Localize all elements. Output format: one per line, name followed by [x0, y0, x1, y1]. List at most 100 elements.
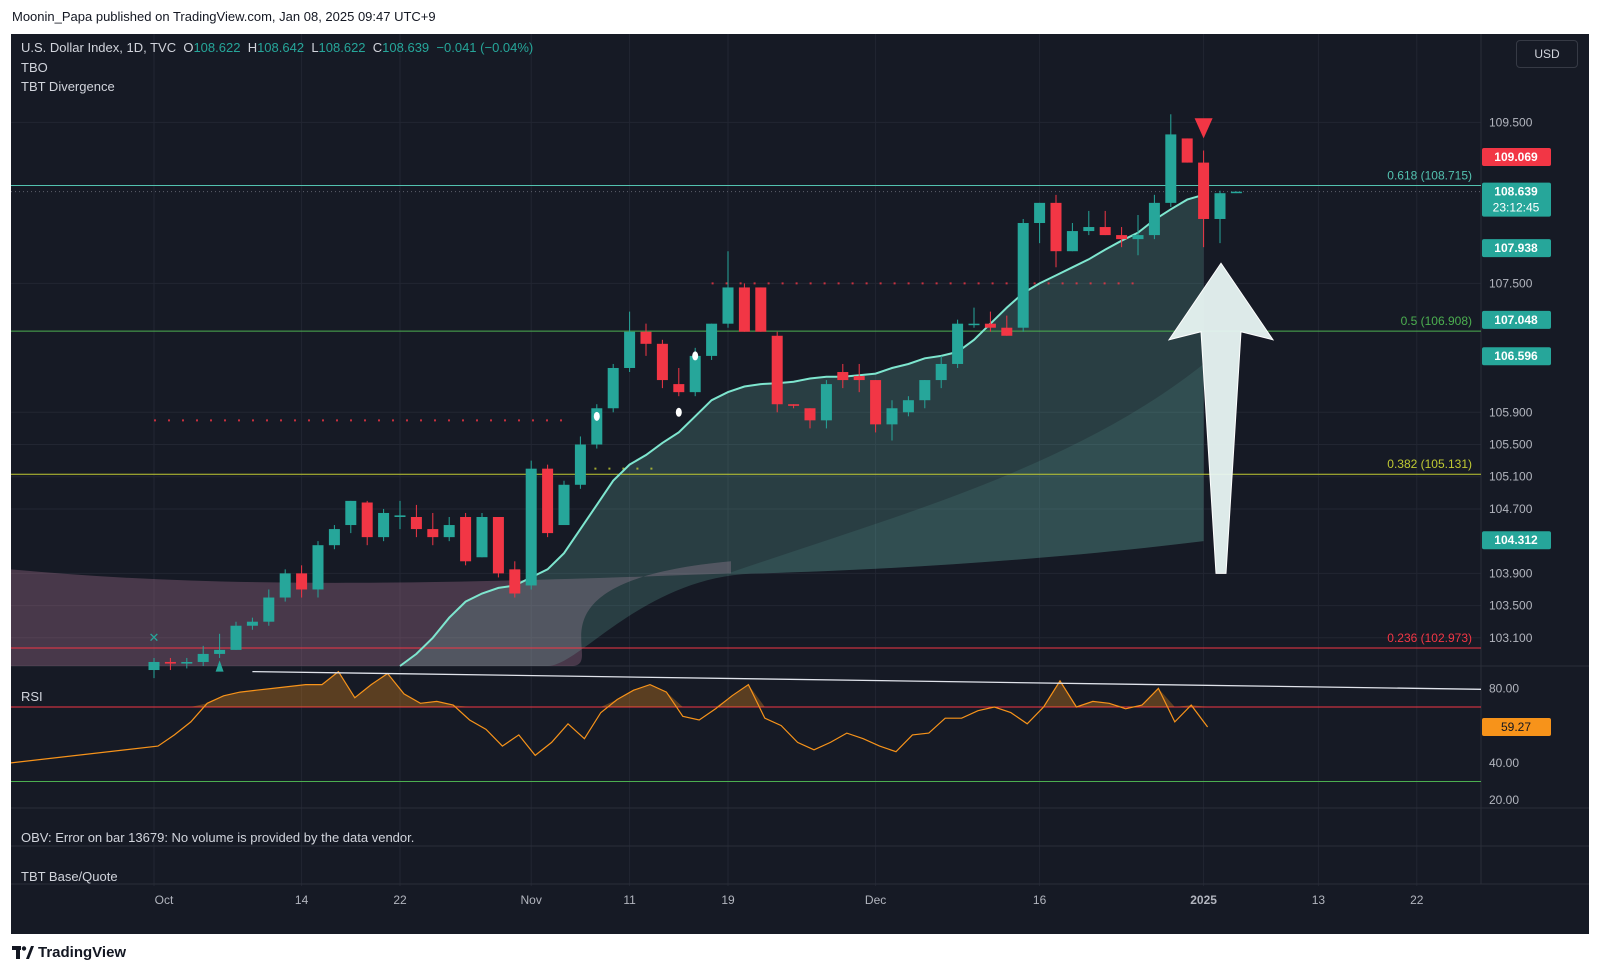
candle-body	[246, 621, 258, 626]
candle-body	[1214, 193, 1226, 219]
candle-body	[197, 653, 209, 662]
candle-body	[738, 287, 750, 332]
signal-down-triangle	[1194, 118, 1213, 139]
candle-body	[230, 625, 242, 650]
candle-body	[870, 380, 882, 425]
tradingview-logo-icon	[12, 945, 34, 959]
signal-white-marker	[593, 411, 600, 421]
price-tick-label: 109.500	[1489, 115, 1533, 129]
rsi-line	[11, 670, 1209, 764]
candle-body	[181, 661, 193, 664]
price-badge	[1482, 182, 1551, 217]
fib-label: 0.382 (105.131)	[1387, 457, 1472, 471]
candle-body	[722, 287, 734, 324]
candle-body	[1198, 162, 1210, 219]
fib-label: 0.236 (102.973)	[1387, 631, 1472, 645]
candle-body	[755, 287, 767, 332]
candle-body	[378, 512, 390, 538]
time-tick-label: 14	[295, 893, 309, 907]
currency-button[interactable]: USD	[1516, 40, 1578, 68]
countdown-text: 23:12:45	[1493, 201, 1540, 215]
candle-body	[820, 384, 832, 421]
rsi-tick-label: 20.00	[1489, 793, 1519, 807]
bullish-cloud-inner	[728, 363, 1204, 574]
candle-body	[394, 515, 406, 517]
indicator-obv-error[interactable]: OBV: Error on bar 13679: No volume is pr…	[21, 830, 415, 845]
signal-white-marker	[675, 407, 682, 417]
candle-body	[1165, 134, 1177, 203]
candle-body	[1017, 223, 1029, 328]
price-tick-label: 105.100	[1489, 470, 1533, 484]
price-tick-label: 107.500	[1489, 276, 1533, 290]
candle-body	[853, 376, 865, 381]
candle-body	[952, 323, 964, 364]
candle-body	[296, 573, 308, 590]
candle-body	[984, 323, 996, 328]
indicator-tbt-base-label[interactable]: TBT Base/Quote	[21, 869, 118, 884]
price-chart-svg[interactable]: 0.618 (108.715) 0.5 (106.908) 0.382 (105.1…	[11, 34, 1589, 934]
high-label: H	[247, 40, 258, 55]
candle-body	[1083, 227, 1095, 232]
symbol-legend[interactable]: U.S. Dollar Index, 1D, TVC O108.622 H108…	[21, 40, 533, 55]
candle-body	[673, 384, 685, 393]
chart-area[interactable]: 0.618 (108.715) 0.5 (106.908) 0.382 (105.1…	[11, 34, 1589, 934]
candle-body	[410, 516, 422, 530]
bullish-cloud-band	[154, 194, 1204, 667]
price-badge-text: 106.596	[1494, 349, 1538, 363]
candle-body	[1116, 235, 1128, 240]
price-tick-label: 103.500	[1489, 599, 1533, 613]
signal-cross-marker: ✕	[149, 630, 160, 645]
candle-body	[148, 661, 160, 671]
price-badge-text: 109.069	[1494, 150, 1538, 164]
time-tick-label: 19	[721, 893, 735, 907]
time-tick-label: 22	[1410, 893, 1424, 907]
candle-body	[312, 545, 324, 590]
signal-up-triangle	[215, 660, 224, 672]
candle-body	[558, 484, 570, 526]
tradingview-logo[interactable]: TradingView	[12, 944, 126, 961]
candle-body	[164, 661, 176, 664]
candle-body	[788, 404, 800, 406]
price-badge-text: 107.048	[1494, 313, 1538, 327]
bearish-cloud-band	[11, 561, 731, 666]
candle-body	[1230, 191, 1242, 194]
candle-body	[1132, 235, 1144, 240]
rsi-value-badge	[1482, 717, 1551, 736]
price-tick-label: 103.900	[1489, 566, 1533, 580]
candle-body	[279, 573, 291, 598]
candle-body	[509, 569, 521, 594]
price-tick-label: 105.500	[1489, 438, 1533, 452]
price-badge-text: 104.312	[1494, 533, 1538, 547]
price-badge	[1482, 310, 1551, 329]
price-tick-label: 103.100	[1489, 631, 1533, 645]
change-value: −0.041 (−0.04%)	[436, 40, 534, 55]
candle-body	[1050, 202, 1062, 252]
candle-body	[263, 597, 275, 622]
candle-body	[935, 363, 947, 381]
indicator-tbt-divergence-label[interactable]: TBT Divergence	[21, 79, 115, 94]
low-value: 108.622	[318, 40, 366, 55]
time-tick-label: 11	[623, 893, 636, 907]
rsi-value-badge-text: 59.27	[1501, 720, 1531, 734]
candle-body	[460, 516, 472, 562]
candle-body	[919, 380, 931, 401]
candle-body	[345, 500, 357, 526]
indicator-rsi-label[interactable]: RSI	[21, 689, 43, 704]
candle-body	[689, 355, 701, 393]
indicator-tbo-label[interactable]: TBO	[21, 60, 48, 75]
time-tick-label: Nov	[521, 893, 542, 907]
candle-body	[492, 516, 504, 574]
symbol-name[interactable]: U.S. Dollar Index, 1D, TVC	[21, 40, 177, 55]
candle-body	[1099, 227, 1111, 236]
time-tick-label: 16	[1033, 893, 1047, 907]
time-tick-label: 13	[1312, 893, 1326, 907]
rsi-divergence-trendline	[252, 670, 1482, 690]
candle-body	[656, 343, 668, 381]
candle-body	[968, 323, 980, 326]
rsi-tick-label: 40.00	[1489, 756, 1519, 770]
time-tick-label: Dec	[865, 893, 886, 907]
price-badge-text: 108.639	[1494, 185, 1538, 199]
price-tick-label: 105.900	[1489, 405, 1533, 419]
annotation-up-arrow	[1167, 262, 1275, 574]
price-badge	[1482, 531, 1551, 550]
